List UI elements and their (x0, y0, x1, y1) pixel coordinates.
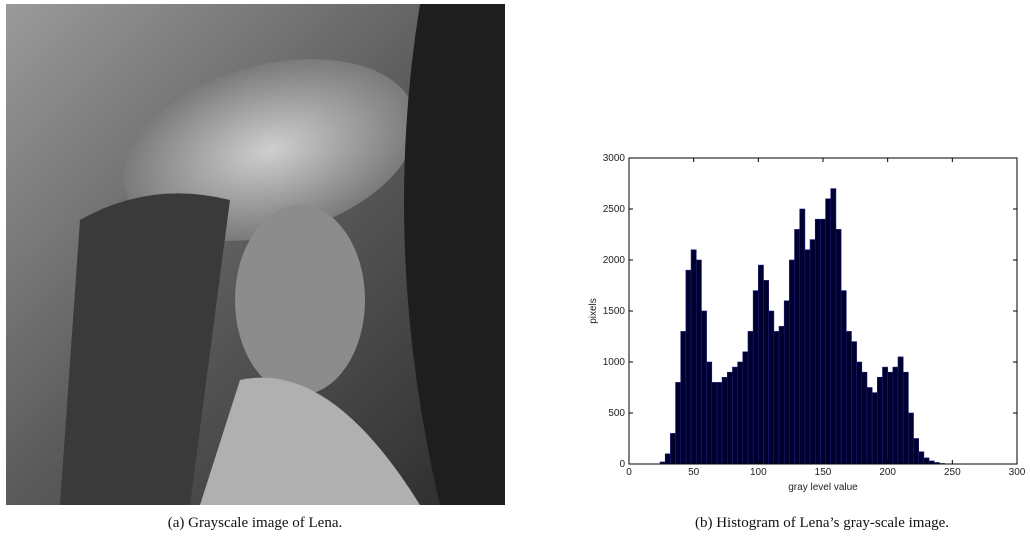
y-tick-label: 0 (619, 459, 625, 470)
bar (872, 393, 877, 464)
bar (914, 439, 919, 465)
bar (826, 199, 831, 464)
bar (753, 291, 758, 464)
x-tick-label: 150 (815, 467, 832, 478)
bar (701, 311, 706, 464)
bar (738, 362, 743, 464)
photo (6, 4, 505, 505)
caption: (a) Grayscale image of Lena. (168, 515, 343, 531)
bar (696, 260, 701, 464)
bar (670, 433, 675, 464)
bar (810, 240, 815, 464)
bar (888, 372, 893, 464)
bar (815, 219, 820, 464)
bar (851, 342, 856, 464)
bar (784, 301, 789, 464)
bar (795, 229, 800, 464)
bar (676, 382, 681, 464)
bar (758, 265, 763, 464)
bar (748, 331, 753, 464)
bar (686, 270, 691, 464)
x-tick-label: 100 (750, 467, 767, 478)
bar (898, 357, 903, 464)
figure-canvas: (a) Grayscale image of Lena. (b) Histogr… (0, 0, 1030, 538)
bar (800, 209, 805, 464)
bar (867, 388, 872, 465)
y-tick-label: 500 (608, 408, 625, 419)
y-tick-label: 2500 (603, 204, 626, 215)
bar (877, 377, 882, 464)
bar (764, 280, 769, 464)
bar (903, 372, 908, 464)
caption: (b) Histogram of Lena’s gray-scale image… (695, 515, 949, 531)
bar (908, 413, 913, 464)
y-tick-label: 3000 (603, 153, 626, 164)
bar (820, 219, 825, 464)
x-tick-label: 200 (879, 467, 896, 478)
bar (893, 367, 898, 464)
bar (707, 362, 712, 464)
bar (924, 458, 929, 464)
bar (789, 260, 794, 464)
bar (836, 229, 841, 464)
bar (681, 331, 686, 464)
bar (717, 382, 722, 464)
figure: (a) Grayscale image of Lena. (b) Histogr… (0, 0, 1030, 538)
y-tick-label: 1500 (603, 306, 626, 317)
bar (769, 311, 774, 464)
x-tick-label: 50 (688, 467, 700, 478)
x-tick-label: 300 (1009, 467, 1026, 478)
bar (743, 352, 748, 464)
bar (732, 367, 737, 464)
x-tick-label: 0 (626, 467, 632, 478)
bar (846, 331, 851, 464)
bar (862, 372, 867, 464)
bar (805, 250, 810, 464)
bar (882, 367, 887, 464)
y-axis-label: pixels (588, 298, 599, 324)
bar (665, 454, 670, 464)
bar (774, 331, 779, 464)
bar (779, 326, 784, 464)
bar (831, 189, 836, 464)
bar (857, 362, 862, 464)
y-tick-label: 2000 (603, 255, 626, 266)
bar (712, 382, 717, 464)
bar (722, 377, 727, 464)
bar (841, 291, 846, 464)
y-tick-label: 1000 (603, 357, 626, 368)
x-tick-label: 250 (944, 467, 961, 478)
bar (691, 250, 696, 464)
bar (919, 452, 924, 464)
bar (727, 372, 732, 464)
x-axis-label: gray level value (788, 482, 858, 493)
